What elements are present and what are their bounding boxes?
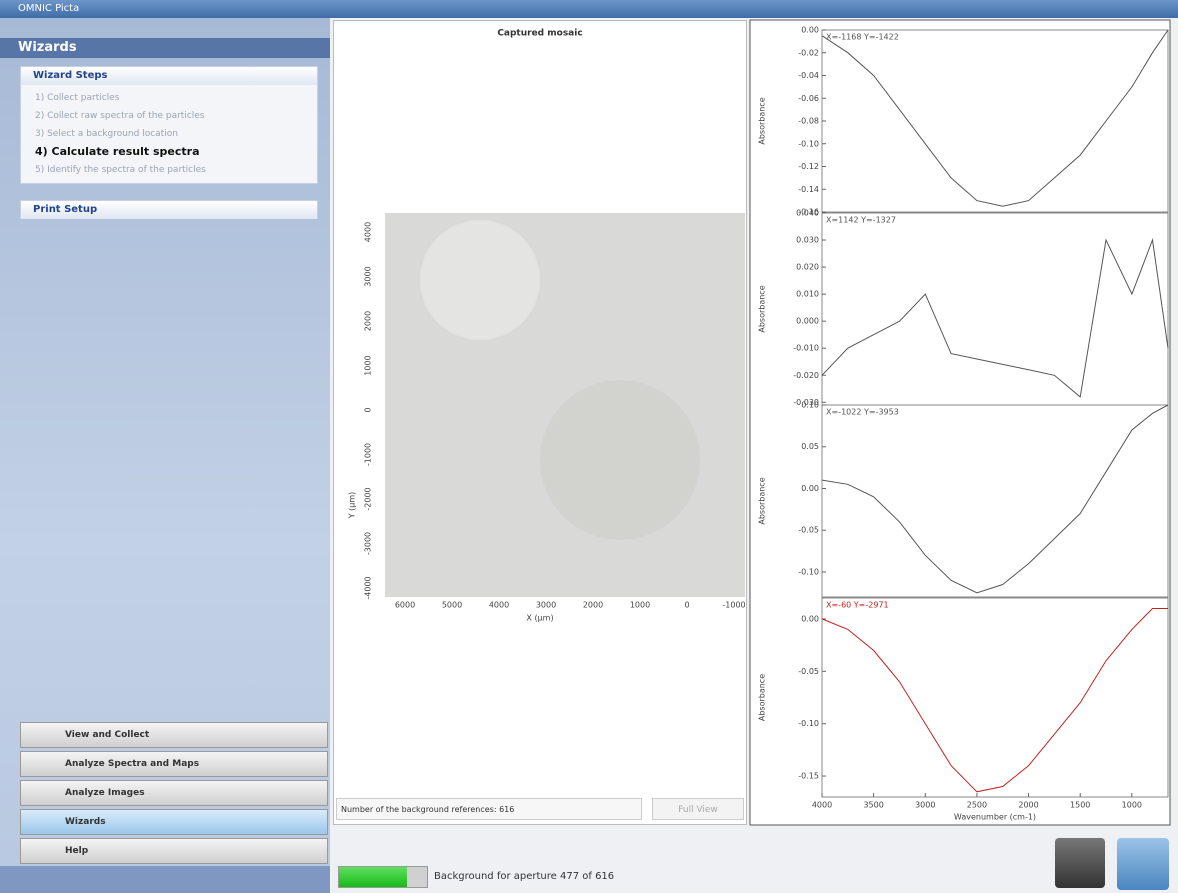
title-bar: OMNIC Picta [0, 0, 1178, 18]
y-axis-label: Absorbance [758, 285, 767, 332]
x-tick-label: 2500 [967, 801, 987, 810]
position-label: X=-60 Y=-2971 [826, 601, 889, 610]
y-tick-label: -0.10 [798, 139, 819, 148]
position-label: X=-1168 Y=-1422 [826, 33, 899, 42]
y-tick-label: 0.10 [801, 401, 819, 410]
status-text: Background for aperture 477 of 616 [434, 871, 615, 882]
wizard-step[interactable]: 5) Identify the spectra of the particles [35, 165, 206, 175]
wizard-steps-panel: Wizard Steps 1) Collect particles 2) Coll… [20, 66, 318, 184]
plot-frame [821, 597, 1169, 798]
y-tick-label: 0.030 [796, 236, 819, 245]
y-tick-label: -0.04 [798, 71, 819, 80]
y-tick-label: -0.020 [793, 371, 819, 380]
mosaic-x-tick-label: 5000 [442, 601, 462, 610]
y-tick-label: -0.10 [798, 719, 819, 728]
nav-button[interactable]: View and Collect [20, 722, 328, 748]
y-tick-label: -0.010 [793, 344, 819, 353]
mosaic-x-tick-label: -1000 [722, 601, 745, 610]
step-list: 1) Collect particles 2) Collect raw spect… [21, 85, 317, 179]
x-tick-label: 4000 [812, 801, 832, 810]
mosaic-x-tick-label: 1000 [630, 601, 650, 610]
mosaic-texture [540, 380, 700, 540]
spectrum-line [821, 608, 1168, 793]
y-axis-label: Absorbance [758, 674, 767, 721]
y-tick-label: 0.000 [796, 317, 819, 326]
y-tick-label: 0.00 [801, 484, 819, 493]
wizard-step[interactable]: 4) Calculate result spectra [35, 145, 200, 158]
mosaic-y-label: Y (µm) [348, 492, 357, 520]
progress-bar [338, 866, 428, 888]
spectra-panel [749, 19, 1171, 826]
y-tick-label: -0.030 [793, 398, 819, 407]
spectrum-line [821, 238, 1169, 398]
y-tick-label: -0.14 [798, 185, 819, 194]
mosaic-title: Captured mosaic [497, 29, 582, 39]
y-tick-label: 0.040 [796, 209, 819, 218]
nav-button[interactable]: Analyze Images [20, 780, 328, 806]
y-tick-label: 0.010 [796, 290, 819, 299]
spectrum-line [821, 404, 1169, 594]
y-tick-label: -0.16 [798, 208, 819, 217]
plot-frame [821, 404, 1169, 598]
mosaic-y-tick-label: -4000 [364, 576, 373, 599]
position-label: X=-1022 Y=-3953 [826, 408, 899, 417]
y-tick-label: -0.10 [798, 567, 819, 576]
mosaic-y-tick-label: -2000 [364, 487, 373, 510]
nav-button[interactable]: Wizards [20, 809, 328, 835]
y-tick-label: -0.15 [798, 772, 819, 781]
x-tick-label: 1500 [1070, 801, 1090, 810]
y-tick-label: -0.02 [798, 48, 819, 57]
y-tick-label: -0.05 [798, 667, 819, 676]
wizard-steps-header[interactable]: Wizard Steps [21, 67, 317, 85]
mosaic-y-tick-label: 2000 [364, 311, 373, 331]
search-button[interactable] [1055, 838, 1105, 888]
y-tick-label: 0.05 [801, 442, 819, 451]
wizard-step[interactable]: 2) Collect raw spectra of the particles [35, 111, 205, 121]
mosaic-x-tick-label: 0 [684, 601, 689, 610]
x-tick-label: 1000 [1122, 801, 1142, 810]
x-tick-label: 3000 [915, 801, 935, 810]
wizard-step[interactable]: 3) Select a background location [35, 129, 178, 139]
nav-button[interactable]: Analyze Spectra and Maps [20, 751, 328, 777]
print-setup-header[interactable]: Print Setup [21, 201, 317, 219]
y-tick-label: 0.020 [796, 263, 819, 272]
full-view-button[interactable]: Full View [652, 798, 744, 820]
x-tick-label: 3500 [863, 801, 883, 810]
close-button[interactable] [1117, 838, 1169, 890]
position-label: X=1142 Y=-1327 [826, 216, 896, 225]
spectrum-line [821, 29, 1169, 207]
sidebar-footer [0, 866, 330, 893]
mosaic-x-tick-label: 2000 [583, 601, 603, 610]
mosaic-y-tick-label: 3000 [364, 266, 373, 286]
y-tick-label: -0.12 [798, 162, 819, 171]
y-tick-label: -0.05 [798, 526, 819, 535]
y-tick-label: 0.00 [801, 26, 819, 35]
y-axis-label: Absorbance [758, 97, 767, 144]
y-tick-label: -0.06 [798, 94, 819, 103]
y-tick-label: 0.00 [801, 614, 819, 623]
mosaic-y-tick-label: 1000 [364, 355, 373, 375]
sidebar-title: Wizards [0, 38, 330, 58]
progress-fill [339, 867, 407, 887]
y-axis-label: Absorbance [758, 477, 767, 524]
mosaic-texture [420, 220, 540, 340]
references-field: Number of the background references: 616 [336, 798, 642, 820]
print-setup-panel: Print Setup [20, 200, 318, 219]
mosaic-y-tick-label: 0 [364, 407, 373, 412]
mosaic-y-tick-label: -3000 [364, 532, 373, 555]
mosaic-y-tick-label: -1000 [364, 443, 373, 466]
x-axis-label: Wavenumber (cm-1) [954, 813, 1036, 822]
mosaic-y-tick-label: 4000 [364, 222, 373, 242]
mosaic-x-tick-label: 6000 [395, 601, 415, 610]
mosaic-x-label: X (µm) [526, 614, 553, 623]
mosaic-x-tick-label: 4000 [489, 601, 509, 610]
mosaic-x-tick-label: 3000 [536, 601, 556, 610]
y-tick-label: -0.08 [798, 117, 819, 126]
wizard-step[interactable]: 1) Collect particles [35, 93, 120, 103]
nav-button[interactable]: Help [20, 838, 328, 864]
window-title: OMNIC Picta [18, 3, 80, 14]
x-tick-label: 2000 [1018, 801, 1038, 810]
